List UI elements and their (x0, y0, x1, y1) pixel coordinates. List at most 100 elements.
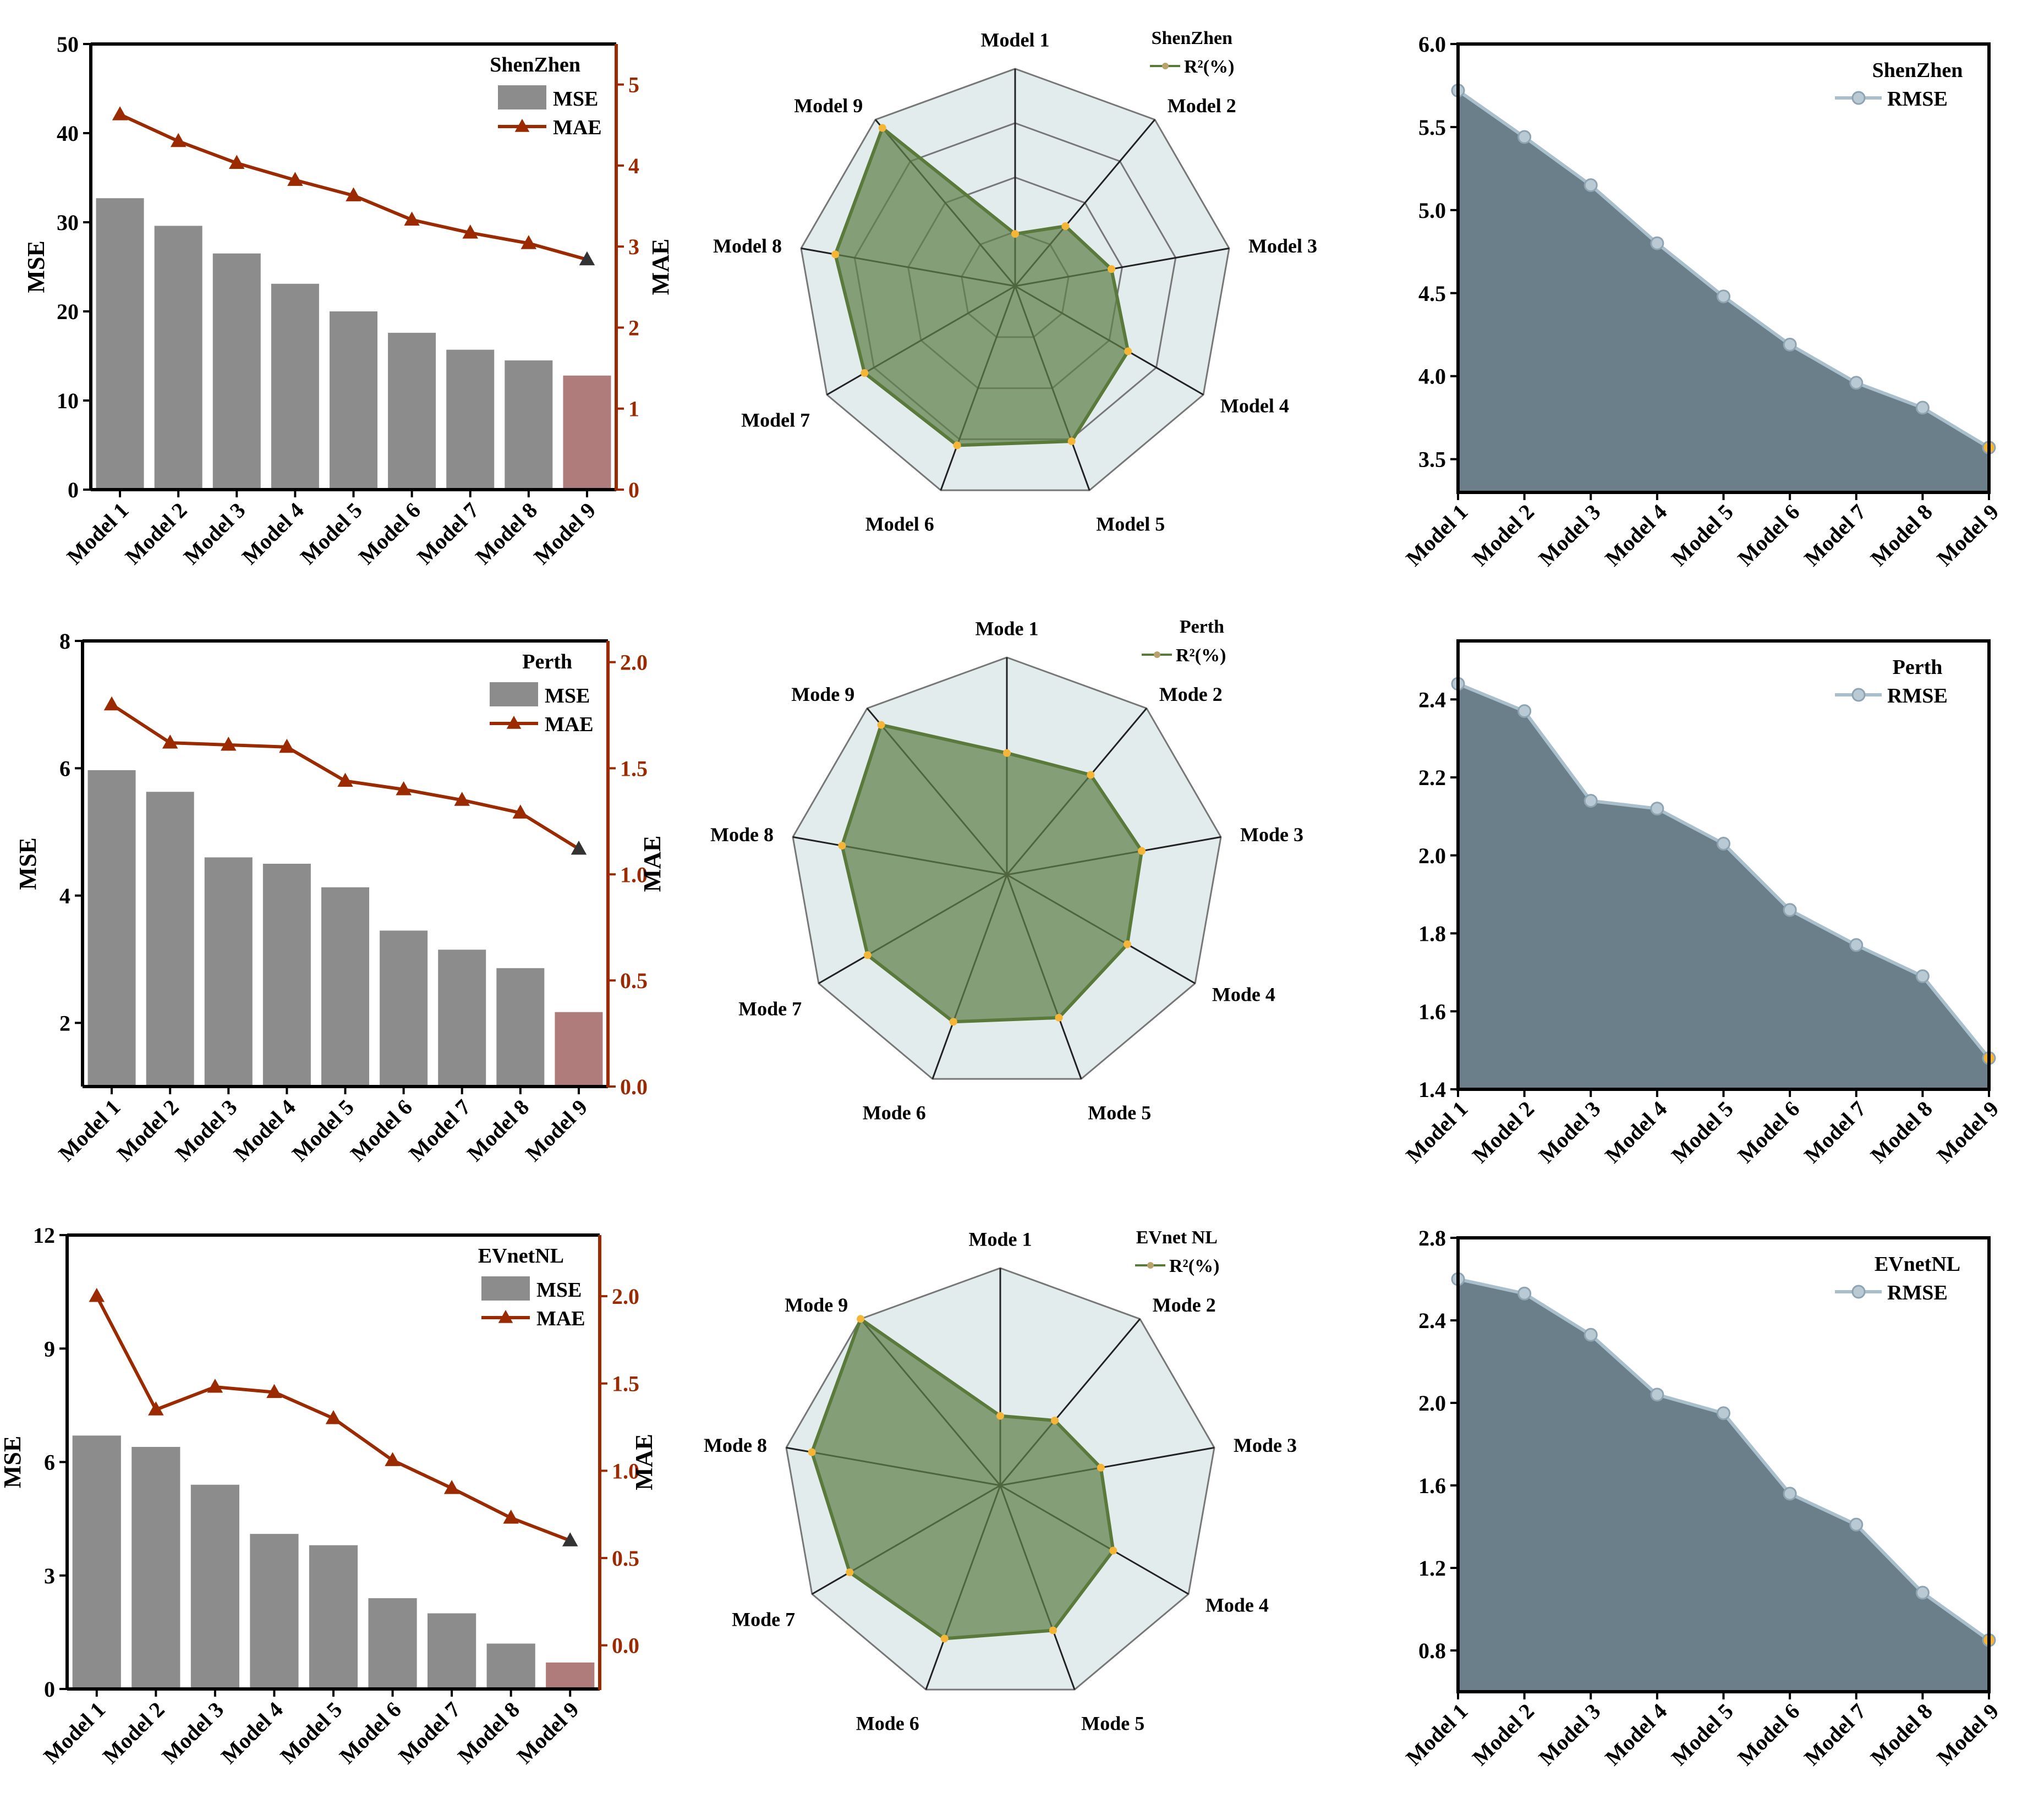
mae-marker (562, 1532, 578, 1546)
y-tick-label: 2.8 (1418, 1226, 1446, 1250)
y-tick-label: 3.5 (1418, 447, 1446, 472)
legend-mae-marker (498, 1310, 513, 1323)
radar-axis-label: Mode 6 (863, 1102, 926, 1124)
mae-marker (170, 133, 187, 147)
rmse-marker (1783, 337, 1797, 352)
radar-axis-label: Mode 4 (1205, 1594, 1269, 1616)
legend-r2-label: R²(%) (1176, 645, 1226, 666)
y2-tick-label: 0 (628, 478, 639, 502)
radar-marker (953, 441, 961, 449)
radar-axis-label: Model 6 (865, 513, 934, 535)
x-tick-label: Model 9 (512, 1697, 584, 1769)
radar-axis-label: Mode 8 (704, 1434, 767, 1456)
y-tick-label: 5.5 (1418, 115, 1446, 140)
rmse-marker (1783, 1487, 1797, 1501)
x-tick-label: Model 2 (98, 1697, 169, 1769)
legend-title: EVnet NL (1136, 1227, 1218, 1248)
legend-rmse-label: RMSE (1887, 684, 1948, 707)
x-tick-label: Model 1 (62, 498, 133, 569)
legend-mse-swatch (498, 85, 546, 109)
radar-marker (996, 1412, 1004, 1420)
y2-tick-label: 1.0 (620, 862, 648, 887)
x-tick-label: Model 5 (275, 1697, 347, 1769)
y2-tick-label: 1 (628, 397, 639, 421)
radar-marker (1087, 771, 1095, 779)
radar-marker (1055, 1013, 1063, 1022)
mae-marker (337, 772, 353, 787)
x-tick-label: Model 3 (1534, 500, 1605, 571)
radar-axis-label: Mode 3 (1240, 824, 1303, 846)
rmse-marker (1783, 903, 1797, 917)
x-tick-label: Model 1 (1401, 500, 1472, 571)
y-tick-label: 5.0 (1418, 198, 1446, 223)
x-tick-label: Model 3 (1534, 1699, 1605, 1770)
x-tick-label: Model 5 (1667, 1699, 1738, 1770)
mse-bar (388, 332, 436, 490)
legend-r2-marker (1162, 63, 1169, 69)
y-tick-label: 4.0 (1418, 364, 1446, 389)
x-tick-label: Model 7 (1799, 1096, 1871, 1168)
rmse-marker (1517, 1286, 1532, 1301)
legend-rmse-label: RMSE (1887, 87, 1948, 111)
legend-title: EVnetNL (478, 1244, 564, 1268)
mse-bar (212, 253, 261, 490)
x-tick-label: Model 4 (1600, 500, 1672, 571)
y2-tick-label: 2.0 (620, 650, 648, 675)
radar-marker (1109, 1546, 1117, 1555)
rmse-marker (1717, 289, 1730, 304)
x-tick-label: Model 2 (120, 498, 192, 569)
radar-marker (1067, 437, 1076, 446)
x-tick-label: Model 7 (1799, 500, 1871, 571)
y-axis-title: MSE (0, 1436, 26, 1488)
radar-axis-label: Model 7 (741, 409, 810, 431)
y-axis-title: MSE (14, 837, 41, 890)
radar-marker (808, 1448, 816, 1456)
y-tick-label: 3 (44, 1564, 55, 1588)
x-tick-label: Model 9 (1932, 1096, 2003, 1168)
y-tick-label: 2.2 (1418, 765, 1446, 790)
x-tick-label: Model 7 (412, 498, 484, 569)
x-tick-label: Model 7 (1799, 1699, 1871, 1770)
y-tick-label: 1.8 (1418, 922, 1446, 946)
x-tick-label: Model 4 (216, 1697, 288, 1769)
x-tick-label: Model 1 (1401, 1096, 1472, 1168)
mae-marker (512, 804, 529, 819)
x-tick-label: Model 4 (237, 498, 309, 569)
mae-marker (520, 235, 537, 249)
mse-bar (72, 1435, 121, 1689)
radar-axis-label: Mode 7 (738, 997, 802, 1019)
mae-marker (579, 251, 595, 266)
x-tick-label: Model 8 (1866, 500, 1937, 571)
mse-bar (250, 1534, 299, 1689)
rmse-marker (1717, 1406, 1730, 1420)
rmse-area (1458, 1279, 1989, 1692)
rmse-marker (1650, 236, 1664, 250)
legend-rmse-marker (1851, 91, 1866, 105)
rmse-marker (1849, 376, 1864, 390)
mae-marker (221, 737, 237, 751)
radar-marker (1049, 1626, 1057, 1635)
radar-marker (1003, 749, 1011, 757)
rmse-marker (1915, 401, 1930, 415)
mse-bar (146, 792, 194, 1087)
y-tick-label: 50 (57, 32, 79, 57)
x-tick-label: Model 1 (53, 1095, 125, 1166)
y-tick-label: 0.8 (1418, 1638, 1446, 1663)
y-tick-label: 30 (57, 210, 79, 235)
radar-marker (831, 250, 840, 259)
x-tick-label: Model 9 (520, 1095, 592, 1166)
y-tick-label: 2.4 (1418, 1308, 1446, 1333)
rmse-marker (1849, 1517, 1864, 1532)
radar-marker (857, 1315, 865, 1323)
mae-marker (503, 1510, 519, 1524)
rmse-marker (1717, 837, 1730, 851)
radar-axis-label: Model 4 (1220, 394, 1289, 416)
rmse-marker (1583, 1328, 1598, 1342)
radar-axis-label: Model 2 (1168, 95, 1236, 117)
x-tick-label: Model 1 (39, 1697, 110, 1769)
x-tick-label: Model 4 (229, 1095, 300, 1166)
y-tick-label: 1.6 (1418, 999, 1446, 1024)
